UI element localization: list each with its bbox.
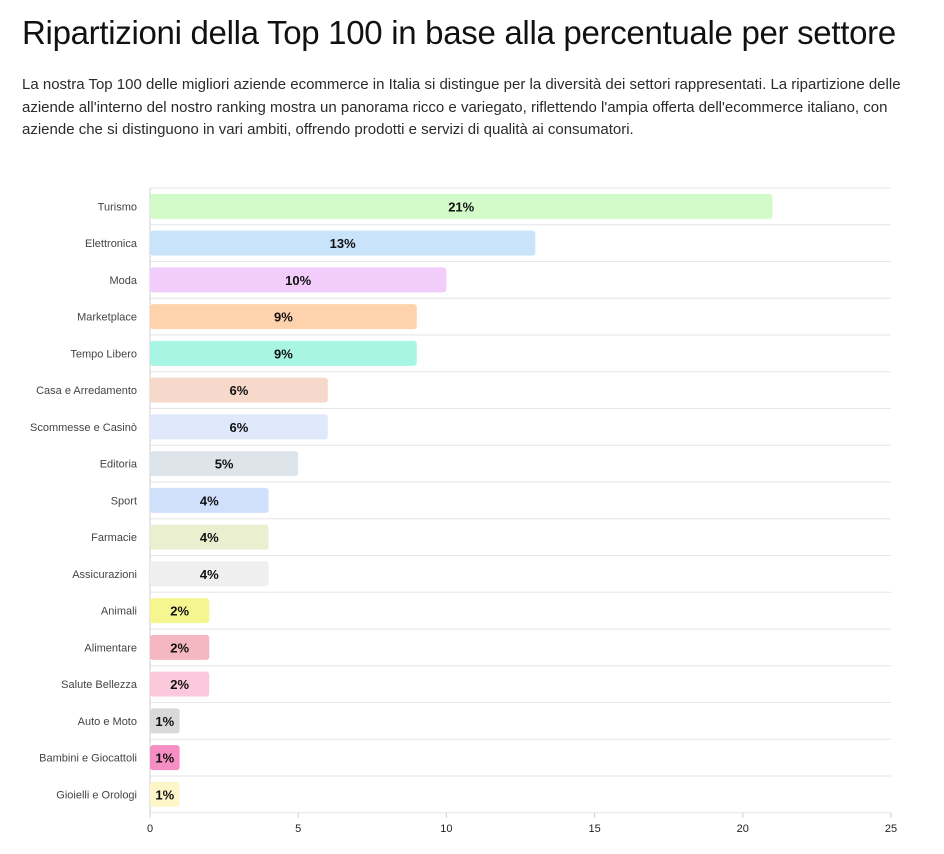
category-label-tempo-libero: Tempo Libero xyxy=(70,348,137,360)
bar-marketplace xyxy=(150,304,417,330)
data-label-moda: 10% xyxy=(285,273,311,288)
data-label-sport: 4% xyxy=(200,493,219,508)
bar-assicurazioni xyxy=(150,561,269,587)
data-label-animali: 2% xyxy=(170,604,189,619)
data-label-editoria: 5% xyxy=(215,457,234,472)
bar-scommesse-e-casino xyxy=(150,414,328,440)
data-label-turismo: 21% xyxy=(448,199,474,214)
data-label-casa-e-arredamento: 6% xyxy=(230,383,249,398)
data-label-tempo-libero: 9% xyxy=(274,346,293,361)
data-label-auto-e-moto: 1% xyxy=(155,714,174,729)
x-tick-label: 15 xyxy=(588,823,600,835)
category-label-assicurazioni: Assicurazioni xyxy=(72,569,137,581)
data-label-scommesse-e-casino: 6% xyxy=(230,420,249,435)
category-label-alimentare: Alimentare xyxy=(84,642,137,654)
category-label-moda: Moda xyxy=(109,275,137,287)
bar-gioielli-e-orologi xyxy=(150,781,180,807)
x-tick-label: 5 xyxy=(295,823,301,835)
intro-paragraph: La nostra Top 100 delle migliori aziende… xyxy=(22,76,901,138)
bar-sport xyxy=(150,487,269,513)
bar-farmacie xyxy=(150,524,269,550)
bar-alimentare xyxy=(150,634,210,660)
bar-tempo-libero xyxy=(150,340,417,366)
bar-bambini-e-giocattoli xyxy=(150,745,180,771)
category-label-auto-e-moto: Auto e Moto xyxy=(78,716,137,728)
page-title: Ripartizioni della Top 100 in base alla … xyxy=(22,14,896,51)
category-label-scommesse-e-casino: Scommesse e Casinò xyxy=(30,422,137,434)
x-tick-label: 0 xyxy=(147,823,153,835)
category-label-turismo: Turismo xyxy=(98,201,137,213)
bar-salute-bellezza xyxy=(150,671,210,697)
data-label-marketplace: 9% xyxy=(274,310,293,325)
category-label-sport: Sport xyxy=(111,495,137,507)
category-label-salute-bellezza: Salute Bellezza xyxy=(61,679,138,691)
x-tick-label: 20 xyxy=(737,823,749,835)
category-label-casa-e-arredamento: Casa e Arredamento xyxy=(36,385,137,397)
bar-animali xyxy=(150,598,210,624)
data-label-salute-bellezza: 2% xyxy=(170,677,189,692)
category-label-bambini-e-giocattoli: Bambini e Giocattoli xyxy=(39,753,137,765)
bar-turismo xyxy=(150,193,773,219)
bar-editoria xyxy=(150,451,299,477)
category-label-animali: Animali xyxy=(101,606,137,618)
data-label-elettronica: 13% xyxy=(330,236,356,251)
category-label-farmacie: Farmacie xyxy=(91,532,137,544)
data-label-alimentare: 2% xyxy=(170,640,189,655)
data-label-gioielli-e-orologi: 1% xyxy=(155,787,174,802)
category-label-gioielli-e-orologi: Gioielli e Orologi xyxy=(56,789,137,801)
data-label-assicurazioni: 4% xyxy=(200,567,219,582)
category-label-elettronica: Elettronica xyxy=(85,238,138,250)
x-tick-label: 25 xyxy=(885,823,897,835)
data-label-farmacie: 4% xyxy=(200,530,219,545)
category-label-editoria: Editoria xyxy=(100,459,138,471)
bar-auto-e-moto xyxy=(150,708,180,734)
bar-casa-e-arredamento xyxy=(150,377,328,403)
x-tick-label: 10 xyxy=(440,823,452,835)
data-label-bambini-e-giocattoli: 1% xyxy=(155,751,174,766)
category-label-marketplace: Marketplace xyxy=(77,312,137,324)
bar-elettronica xyxy=(150,230,536,256)
bar-moda xyxy=(150,267,447,293)
